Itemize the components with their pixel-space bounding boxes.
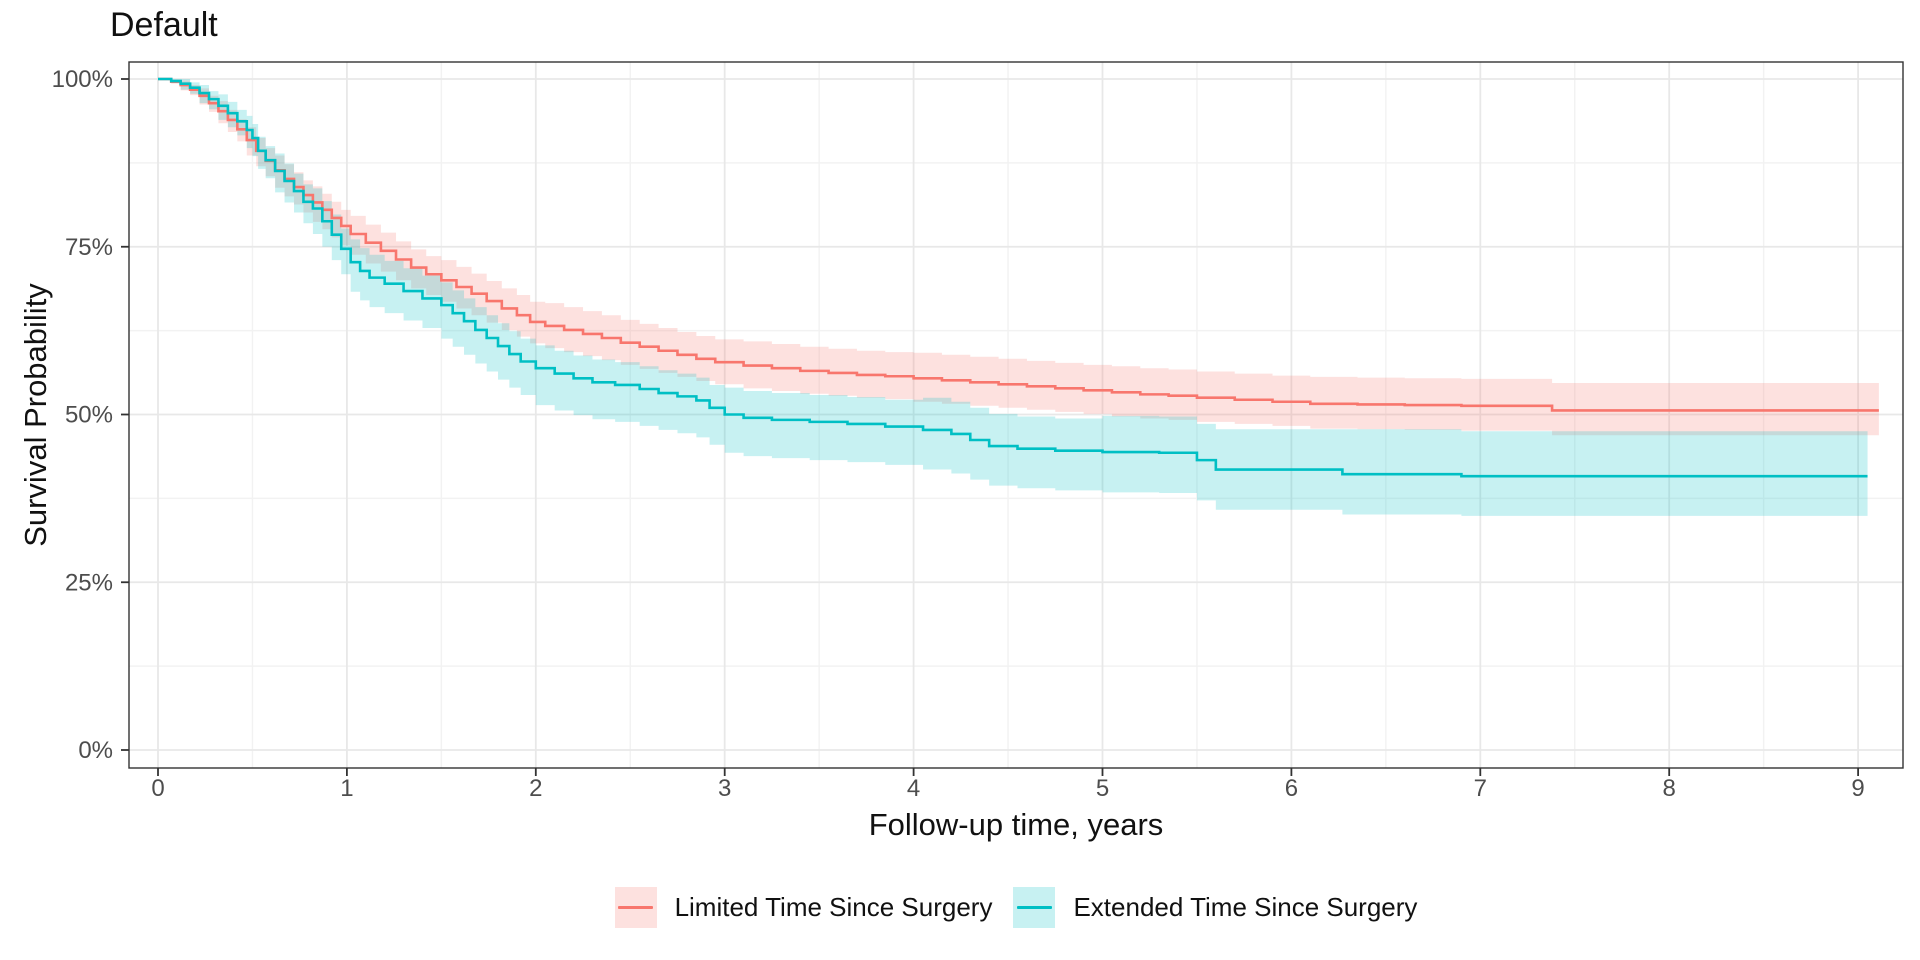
x-tick-label: 4: [907, 775, 920, 802]
ci-band-extended: [158, 79, 1868, 516]
x-tick-label: 2: [529, 775, 542, 802]
series-layer: [158, 77, 1879, 516]
y-tick-label: 75%: [65, 234, 113, 261]
x-axis-title: Follow-up time, years: [868, 807, 1164, 842]
gridlines: [129, 62, 1903, 768]
y-tick-label: 25%: [65, 569, 113, 596]
y-tick-label: 100%: [52, 66, 113, 93]
y-tick-label: 50%: [65, 402, 113, 429]
ci-band-limited: [158, 79, 1879, 436]
plot-title: Default: [110, 6, 218, 44]
legend-key-line: [618, 905, 654, 910]
y-tick-label: 0%: [78, 737, 113, 764]
x-tick-label: 3: [718, 775, 731, 802]
legend-label: Limited Time Since Surgery: [674, 892, 993, 922]
legend-key-line: [1016, 905, 1052, 910]
x-tick-label: 1: [340, 775, 353, 802]
legend-item-extended: Extended Time Since Surgery: [1013, 887, 1417, 928]
x-tick-label: 8: [1663, 775, 1676, 802]
legend-key-swatch: [1013, 887, 1056, 928]
legend-label: Extended Time Since Surgery: [1073, 892, 1418, 922]
x-tick-label: 9: [1851, 775, 1864, 802]
legend-key-swatch: [614, 887, 657, 928]
legend-item-limited: Limited Time Since Surgery: [614, 887, 993, 928]
x-tick-label: 5: [1096, 775, 1109, 802]
x-tick-label: 6: [1285, 775, 1298, 802]
survival-curve-extended: [158, 77, 1868, 478]
axis-ticks: 0 1 2 3 4 5 6 7 8 9 0% 25% 50% 75% 100%: [52, 66, 1865, 802]
x-tick-label: 0: [151, 775, 164, 802]
legend: Limited Time Since Surgery Extended Time …: [129, 887, 1903, 928]
x-tick-label: 7: [1474, 775, 1487, 802]
